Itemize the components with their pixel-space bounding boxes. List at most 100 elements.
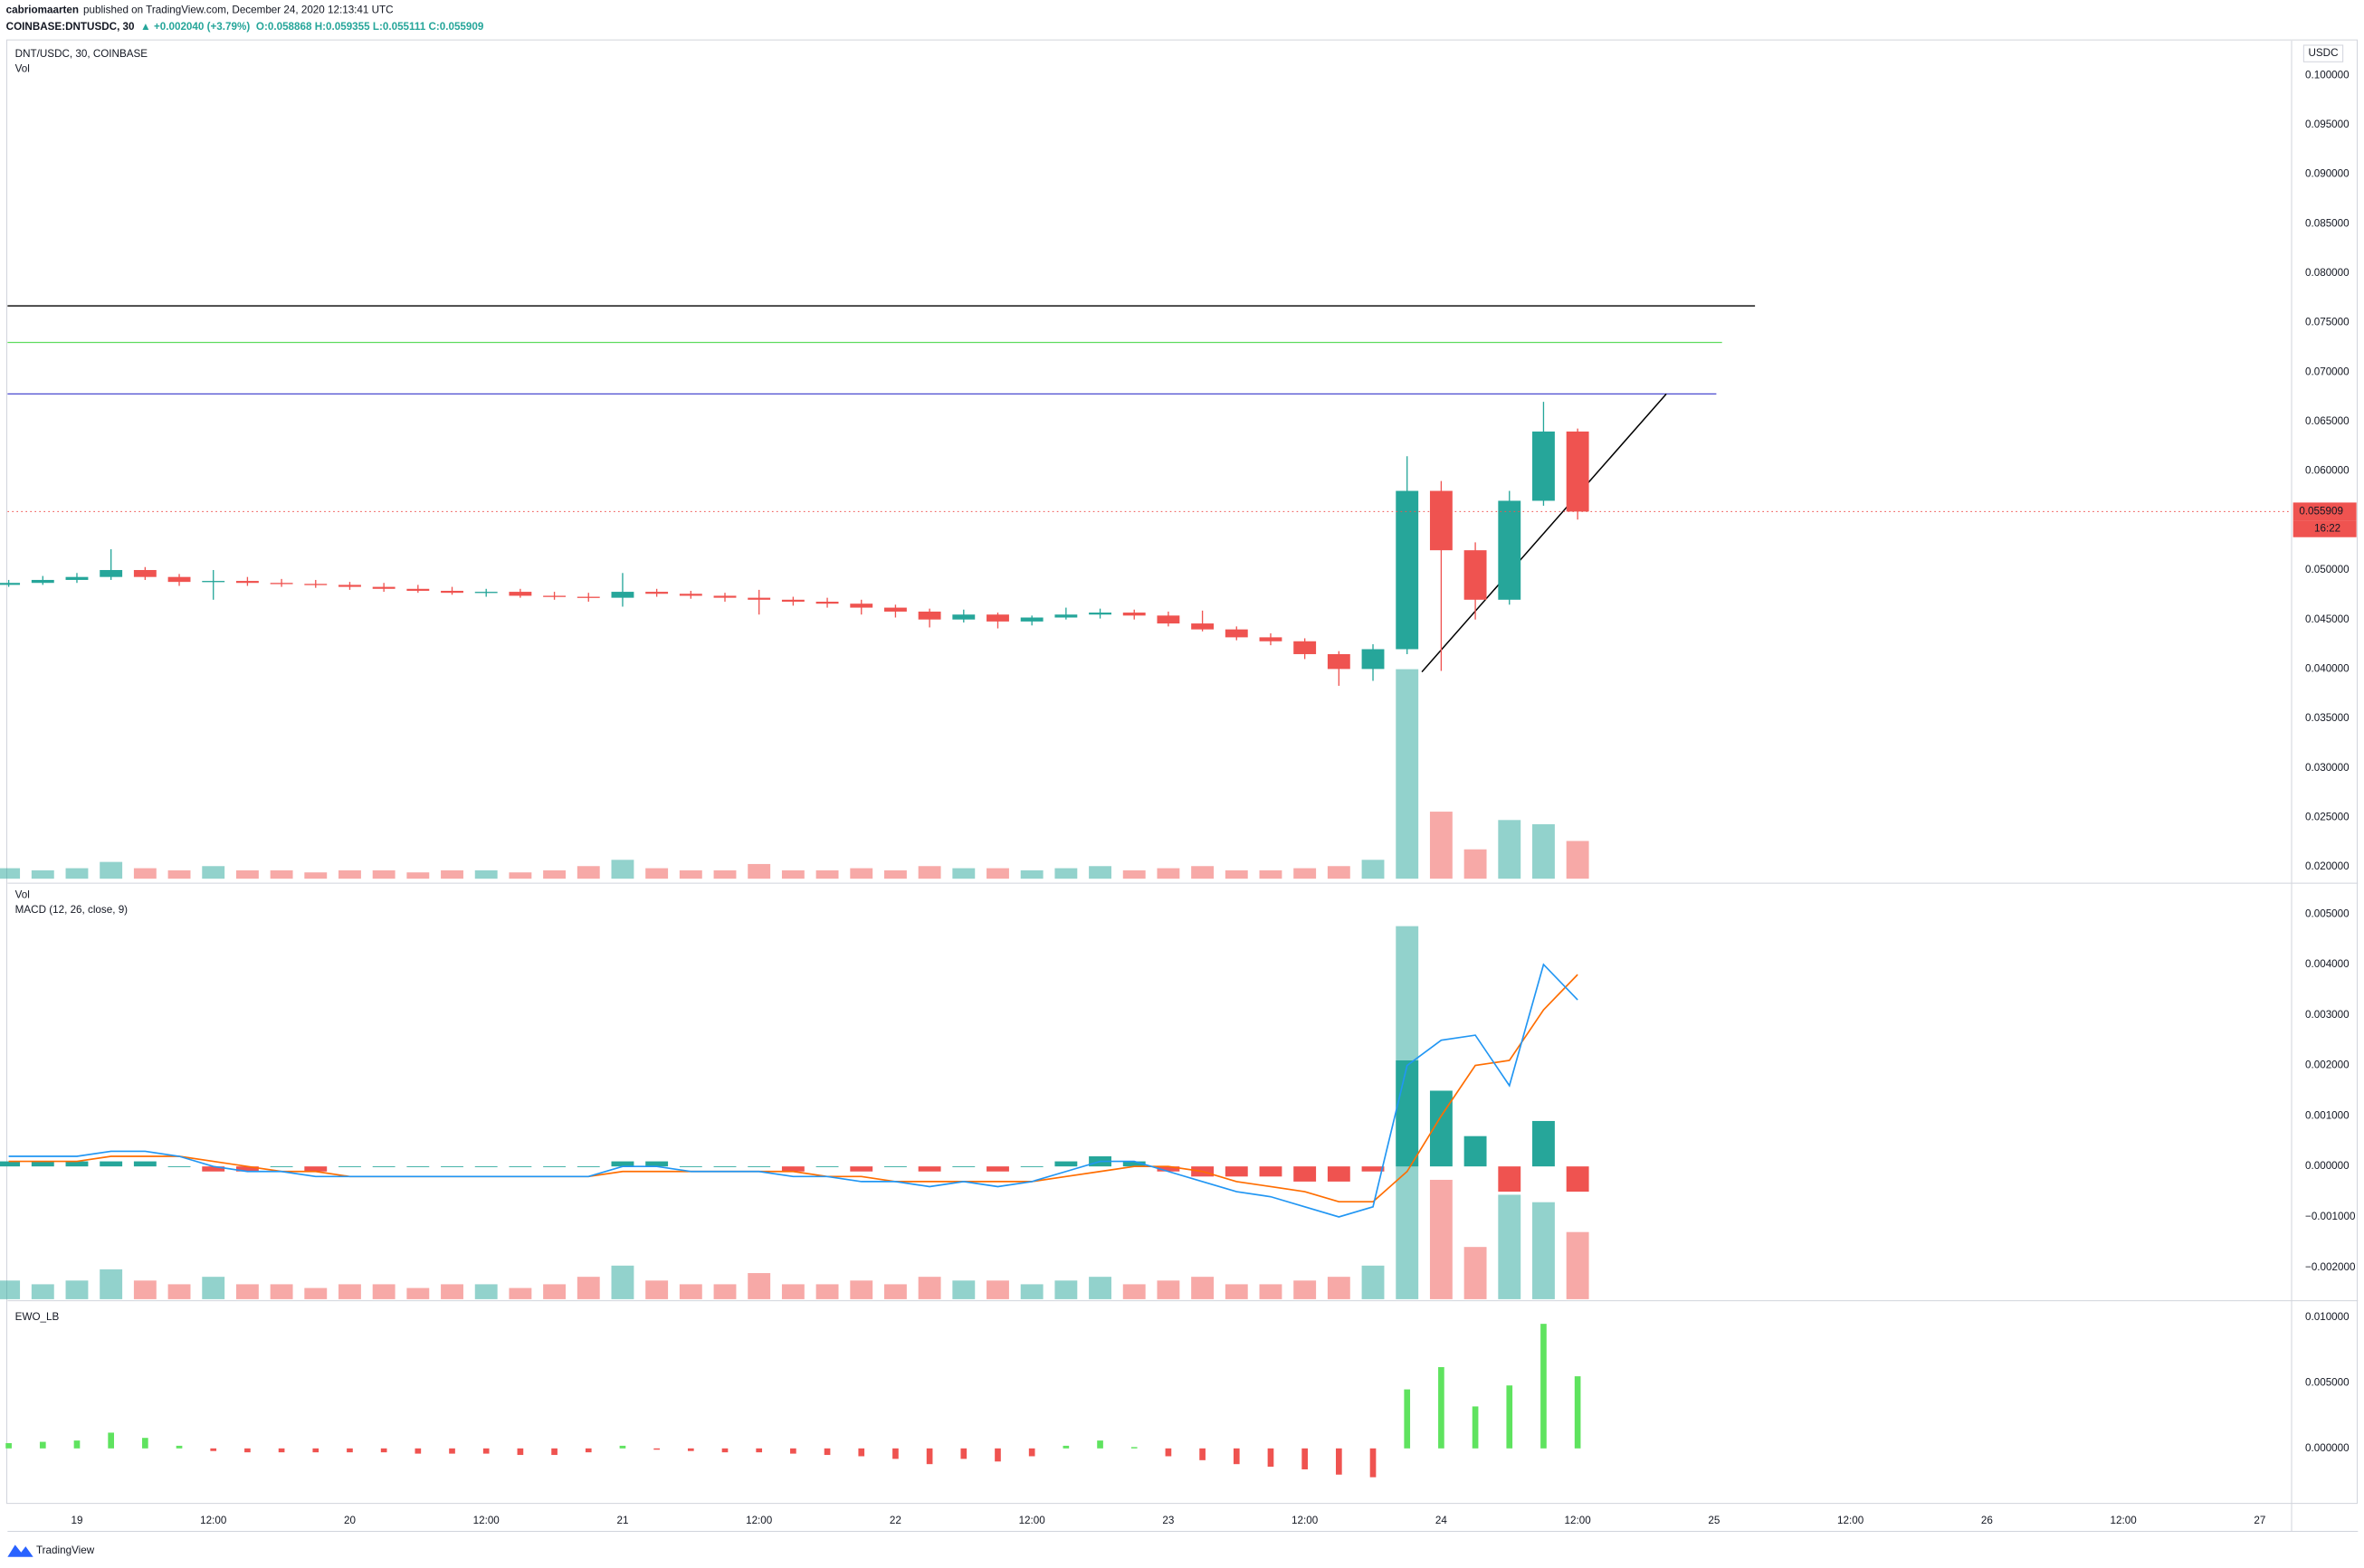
oscillator-bar: [1130, 1447, 1138, 1449]
y-tick-label: 0.002000: [2305, 1060, 2350, 1071]
x-tick-label: 12:00: [473, 1515, 500, 1526]
volume-bar: [1259, 870, 1282, 879]
macd-histogram-bar: [1498, 1166, 1521, 1193]
volume-bar: [1225, 870, 1248, 879]
oscillator-bar: [449, 1448, 455, 1454]
y-tick-label: 0.000000: [2305, 1160, 2350, 1172]
x-tick-label: 26: [1981, 1515, 1993, 1526]
candle-body: [372, 586, 396, 589]
candle-body: [235, 581, 259, 584]
oscillator-bar: [39, 1441, 46, 1449]
logo-icon: [7, 1544, 33, 1557]
macd-histogram-bar: [235, 1166, 259, 1172]
candle-body: [1532, 431, 1555, 501]
volume-bar: [338, 870, 361, 879]
y-tick-label: 0.095000: [2305, 119, 2350, 130]
volume-bar: [679, 1284, 702, 1299]
macd-histogram-bar: [1532, 1120, 1555, 1167]
x-tick-label: 12:00: [746, 1515, 773, 1526]
macd-histogram-bar: [1122, 1161, 1146, 1167]
candle-body: [270, 583, 293, 584]
volume-bar: [952, 1280, 976, 1299]
macd-histogram-bar: [987, 1166, 1009, 1172]
volume-bar: [1327, 866, 1350, 879]
volume-bar: [1259, 1284, 1282, 1299]
macd-histogram-bar: [543, 1166, 567, 1167]
candle-body: [167, 576, 191, 583]
candle-body: [1259, 637, 1282, 641]
volume-bar: [815, 1284, 839, 1299]
volume-bar: [611, 860, 634, 879]
macd-histogram-bar: [1396, 1060, 1419, 1167]
oscillator-bar: [585, 1448, 592, 1453]
volume-bar: [543, 1284, 567, 1299]
oscillator-bar: [790, 1448, 796, 1454]
volume-bar: [270, 1284, 293, 1299]
volume-bar: [781, 870, 805, 879]
volume-bar: [1054, 868, 1078, 879]
volume-bar: [202, 866, 225, 879]
volume-bar: [372, 870, 396, 879]
volume-bar: [1361, 1265, 1385, 1299]
volume-bar: [0, 868, 21, 879]
symbol-line: COINBASE:DNTUSDC, 30 ▲ +0.002040 (+3.79%)…: [6, 21, 484, 33]
x-tick-label: 20: [344, 1515, 356, 1526]
oscillator-bar: [347, 1448, 353, 1453]
volume-bar: [850, 868, 873, 879]
macd-histogram-bar: [577, 1166, 600, 1167]
volume-bar: [918, 866, 941, 879]
volume-label: Vol: [15, 889, 30, 901]
volume-bar: [1498, 1194, 1521, 1299]
volume-bar: [883, 870, 907, 879]
oscillator-bar: [1097, 1440, 1103, 1449]
macd-histogram-bar: [1566, 1166, 1589, 1193]
candle-body: [883, 607, 907, 612]
volume-bar: [1429, 1179, 1453, 1299]
volume-bar: [100, 1269, 123, 1299]
candle-body: [1361, 649, 1385, 670]
y-tick-label: −0.001000: [2305, 1211, 2356, 1222]
oscillator-bar: [1199, 1448, 1206, 1460]
oscillator-bar: [1301, 1448, 1308, 1469]
macd-histogram-bar: [850, 1166, 873, 1172]
candle-body: [1498, 500, 1521, 600]
volume-bar: [1122, 870, 1146, 879]
oscillator-bar: [73, 1440, 81, 1449]
volume-bar: [883, 1284, 907, 1299]
candle-body: [577, 596, 600, 598]
volume-bar: [1020, 1284, 1044, 1299]
volume-bar: [815, 870, 839, 879]
candle-body: [31, 579, 54, 584]
y-tick-label: 0.030000: [2305, 762, 2350, 774]
oscillator-bar: [1506, 1385, 1513, 1449]
macd-histogram-bar: [270, 1166, 293, 1167]
oscillator-bar: [551, 1448, 558, 1456]
macd-histogram-bar: [167, 1166, 191, 1167]
macd-histogram-bar: [1259, 1166, 1282, 1177]
oscillator-bar: [5, 1443, 12, 1449]
volume-bar: [577, 1277, 600, 1299]
y-tick-label: 0.090000: [2305, 168, 2350, 180]
y-tick-label: 0.001000: [2305, 1109, 2350, 1121]
volume-bar: [372, 1284, 396, 1299]
macd-histogram-bar: [1327, 1166, 1350, 1182]
volume-bar: [1532, 823, 1555, 879]
oscillator-bar: [1165, 1448, 1172, 1457]
volume-bar: [235, 870, 259, 879]
macd-histogram-bar: [1020, 1166, 1044, 1167]
macd-histogram-bar: [611, 1161, 634, 1167]
volume-bar: [1361, 860, 1385, 879]
volume-bar: [1566, 841, 1589, 879]
volume-bar: [304, 872, 328, 879]
brand: TradingView: [36, 1544, 95, 1556]
oscillator-bar: [960, 1448, 968, 1459]
oscillator-bar: [721, 1448, 729, 1453]
volume-bar: [304, 1288, 328, 1299]
macd-histogram-bar: [406, 1166, 430, 1167]
volume-bar: [1191, 1277, 1215, 1299]
volume-bar: [474, 1284, 498, 1299]
volume-bar: [1463, 1247, 1487, 1299]
logo: TradingView: [7, 1544, 95, 1557]
